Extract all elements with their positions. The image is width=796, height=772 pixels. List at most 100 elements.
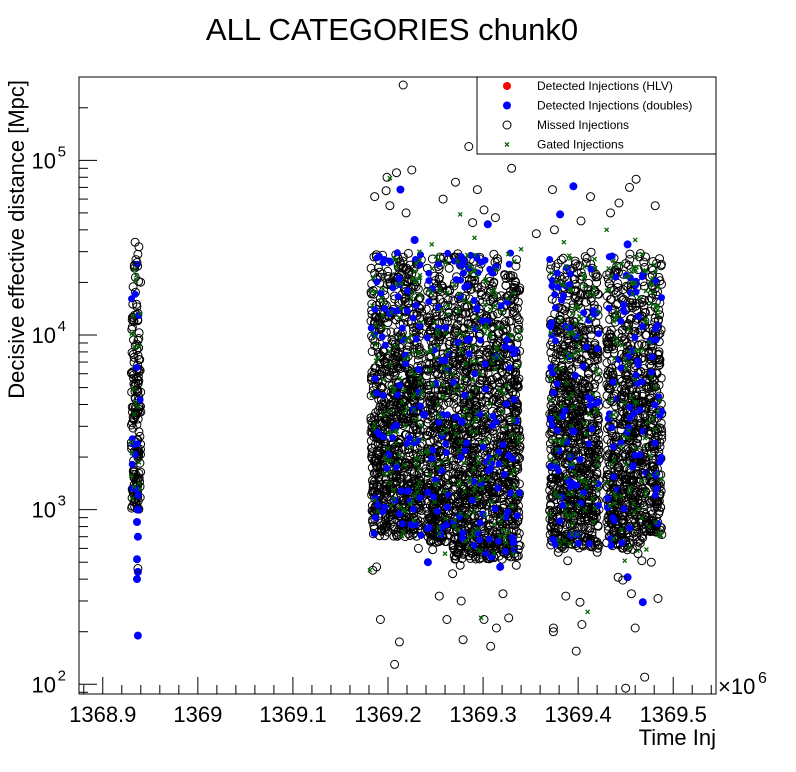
gated-point [445,311,451,317]
gated-point [409,290,415,296]
detected-double-point [574,539,582,547]
detected-double-point [380,433,387,441]
missed-point [421,304,431,314]
missed-point [411,376,421,386]
gated-point [136,343,142,349]
missed-point [372,469,382,479]
missed-point [415,293,425,303]
missed-point [374,417,384,427]
detected-double-point [567,270,574,278]
gated-point [129,495,135,501]
missed-point [440,537,450,546]
missed-point [425,390,435,400]
detected-double-point [549,536,557,543]
detected-double-point [465,350,473,358]
gated-point [370,330,376,336]
detected-double-point [476,536,483,544]
detected-double-point [548,421,556,429]
missed-point [373,445,382,455]
gated-point [436,412,442,418]
detected-double-point [423,334,431,342]
gated-point [398,504,404,510]
missed-point [390,522,400,532]
detected-double-point [409,314,417,322]
detected-double-point [553,269,561,277]
missed-point [376,518,385,528]
detected-double-point [393,249,401,257]
gated-point [412,391,418,397]
gated-point [372,497,378,503]
missed-point [425,399,435,409]
gated-point [443,427,448,433]
gated-point [398,335,404,340]
gated-point [411,518,417,524]
points-layer [126,80,667,693]
missed-point [414,475,424,485]
gated-point [441,488,447,494]
gated-point [414,484,420,490]
missed-point [443,419,452,429]
missed-point [405,531,415,541]
missed-point [405,260,415,270]
detected-double-point [128,460,136,468]
gated-point [426,287,432,293]
gated-point [369,393,375,399]
gated-point [128,473,134,479]
gated-point [132,400,138,406]
missed-point [381,416,391,426]
detected-double-point [416,261,424,269]
gated-point [429,383,435,388]
dense-band [448,249,525,564]
detected-double-point [481,256,489,264]
gated-point [387,480,393,486]
gated-point [408,444,414,450]
gated-point [373,289,379,295]
detected-double-point [461,447,469,455]
gated-point [389,384,395,390]
detected-double-point [549,389,557,397]
missed-point [129,352,139,362]
detected-double-point [398,324,406,332]
gated-point [401,462,407,468]
gated-point [414,489,420,495]
detected-double-point [553,380,561,388]
missed-point [380,525,390,535]
detected-double-point [461,283,469,291]
detected-double-point [587,395,595,403]
detected-double-point [392,421,400,429]
detected-double-point [546,256,554,263]
detected-double-point [482,385,490,393]
detected-double-point [497,302,505,310]
gated-point [424,349,430,355]
missed-point [425,396,435,405]
detected-double-point [566,281,573,289]
missed-point [392,400,402,410]
missed-point [366,287,376,297]
missed-point [438,298,448,307]
gated-point [427,472,433,478]
gated-point [370,275,376,281]
detected-double-point [579,363,587,370]
detected-double-point [608,424,616,432]
missed-point [422,365,432,375]
missed-point [423,514,433,524]
gated-point [441,395,447,401]
detected-double-point [501,343,509,351]
detected-double-point [423,524,431,532]
gated-point [433,481,439,487]
missed-point [134,376,144,386]
detected-double-point [373,278,381,286]
detected-double-point [406,434,413,442]
missed-point [423,431,433,441]
detected-double-point [442,324,450,332]
detected-double-point [381,341,389,349]
detected-double-point [398,520,406,528]
gated-point [137,311,143,317]
gated-point [399,399,405,405]
detected-double-point [417,532,425,539]
detected-double-point [507,249,514,257]
missed-point [425,313,435,323]
gated-point [129,450,135,456]
missed-point [371,408,381,418]
gated-point [372,334,378,340]
